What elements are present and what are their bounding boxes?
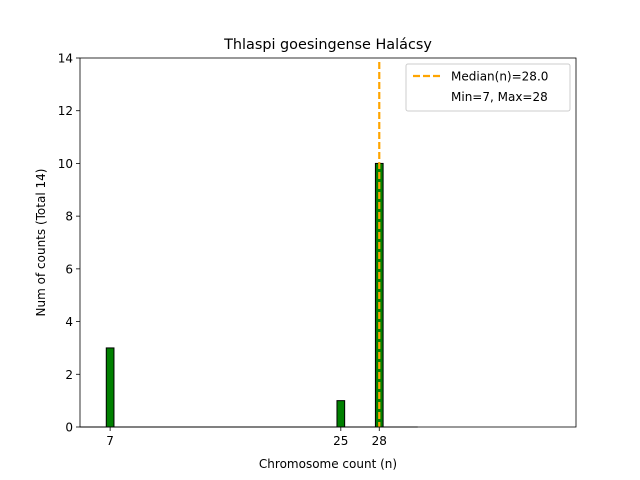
x-axis: 7 25 28 [106,427,387,448]
legend: Median(n)=28.0 Min=7, Max=28 [405,63,571,112]
y-tick-label-12: 12 [58,104,73,118]
x-tick-label-7: 7 [106,434,114,448]
y-tick-label-4: 4 [65,315,73,329]
y-tick-label-8: 8 [65,210,73,224]
y-tick-label-0: 0 [65,421,73,435]
x-tick-label-28: 28 [372,434,387,448]
legend-entry-median: Median(n)=28.0 [451,70,548,84]
y-tick-label-10: 10 [58,157,73,171]
legend-entry-min-max: Min=7, Max=28 [451,90,548,104]
x-tick-label-25: 25 [333,434,348,448]
plot-area [79,57,577,428]
plot-frame [79,57,577,428]
legend-box [405,63,571,112]
x-axis-label: Chromosome count (n) [259,457,397,471]
chart-title: Thlaspi goesingense Halácsy [223,37,432,53]
bar-25 [336,400,346,428]
y-tick-label-6: 6 [65,262,73,276]
bar-7 [105,347,115,428]
y-axis-label: Num of counts (Total 14) [34,169,48,317]
y-axis: 0 2 4 6 8 10 12 14 [58,52,80,435]
y-tick-label-2: 2 [65,368,73,382]
y-tick-label-14: 14 [58,52,73,66]
